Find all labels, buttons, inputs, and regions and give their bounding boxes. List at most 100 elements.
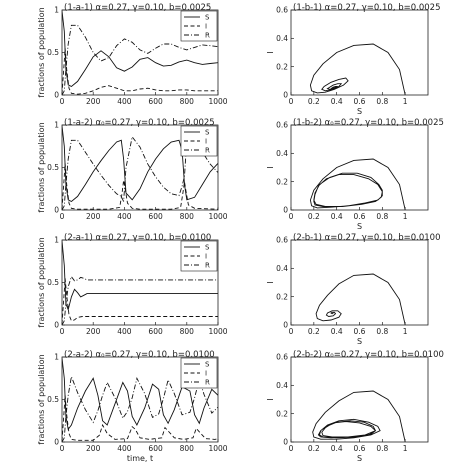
chart-title: (1-b-1) α=0.27, γ=0.10, b=0.0025 bbox=[293, 3, 440, 13]
chart-2-a-2: 0 200 400 600 800 1000 0 0.5 1 (2-a-2) α₀=0.27, γ… bbox=[37, 350, 228, 463]
x-axis-label: S bbox=[357, 454, 362, 463]
x-tick-label: 0 bbox=[60, 327, 65, 336]
legend: SIR bbox=[180, 357, 218, 389]
y-tick-label: 0 bbox=[283, 206, 288, 215]
legend-label-S: S bbox=[205, 361, 210, 369]
x-tick-label: 0.2 bbox=[308, 212, 320, 221]
x-tick-label: 0 bbox=[60, 97, 65, 106]
series-line-I-2-a-1 bbox=[62, 278, 218, 325]
x-tick-label: 200 bbox=[86, 97, 101, 106]
y-tick-label: 0 bbox=[54, 321, 59, 330]
y-axis-label: fractions of population bbox=[37, 122, 46, 212]
y-tick-label: 0.5 bbox=[47, 278, 59, 287]
x-tick-label: 600 bbox=[148, 212, 163, 221]
x-tick-label: 400 bbox=[117, 97, 132, 106]
legend-label-S: S bbox=[205, 14, 210, 22]
chart-1-a-2: 0 200 400 600 800 1000 0 0.5 1 (1-a-2) α₀=0.27, γ… bbox=[37, 118, 228, 221]
x-tick-label: 0.6 bbox=[354, 97, 366, 106]
y-tick-label: 0.5 bbox=[47, 395, 59, 404]
legend-label-R: R bbox=[205, 262, 210, 270]
x-tick-label: 1 bbox=[403, 97, 408, 106]
y-tick-label: 1 bbox=[54, 6, 59, 15]
y-axis-label: I bbox=[266, 51, 275, 53]
y-tick-label: 0.4 bbox=[276, 149, 288, 158]
chart-2-b-1: 0 0.2 0.4 0.6 0.8 1 0 0.2 0.4 0.6 (2-b-1) α=0.27, … bbox=[266, 233, 440, 346]
x-tick-label: 0.2 bbox=[308, 327, 320, 336]
y-tick-label: 0.2 bbox=[276, 62, 288, 71]
y-axis-label: I bbox=[266, 281, 275, 283]
chart-1-b-1: 0 0.2 0.4 0.6 0.8 1 0 0.2 0.4 0.6 (1-b-1) α=0.27, … bbox=[266, 3, 440, 116]
legend-label-R: R bbox=[205, 379, 210, 387]
legend: SIR bbox=[180, 240, 218, 272]
x-axis-label: S bbox=[357, 222, 362, 231]
x-tick-label: 0.8 bbox=[376, 212, 388, 221]
y-tick-label: 0.2 bbox=[276, 292, 288, 301]
y-tick-label: 0.4 bbox=[276, 381, 288, 390]
x-tick-label: 0.6 bbox=[354, 327, 366, 336]
x-tick-label: 0.8 bbox=[376, 97, 388, 106]
y-axis-label: I bbox=[266, 398, 275, 400]
y-tick-label: 0.4 bbox=[276, 264, 288, 273]
x-axis-label: time, t bbox=[127, 454, 153, 463]
x-tick-label: 0.2 bbox=[308, 97, 320, 106]
x-tick-label: 0 bbox=[289, 444, 294, 453]
y-tick-label: 0.5 bbox=[47, 48, 59, 57]
series-line-I-1-a-1 bbox=[62, 48, 218, 95]
y-tick-label: 0.2 bbox=[276, 409, 288, 418]
series-line-trajectory-1-b-1 bbox=[309, 43, 406, 95]
x-tick-label: 1000 bbox=[208, 327, 227, 336]
series-line-R-2-a-1 bbox=[62, 275, 218, 325]
x-tick-label: 0.4 bbox=[331, 444, 343, 453]
legend-label-S: S bbox=[205, 129, 210, 137]
x-tick-label: 0 bbox=[60, 444, 65, 453]
x-tick-label: 0.4 bbox=[331, 327, 343, 336]
x-tick-label: 800 bbox=[180, 444, 195, 453]
series-line-S-1-a-2 bbox=[62, 125, 218, 203]
chart-1-a-1: 0 200 400 600 800 1000 0 0.5 1 (1-a-1) α=0.27, γ=… bbox=[37, 3, 228, 106]
chart-title: (1-b-2) α₀=0.27, γ=0.10, b=0.0025 bbox=[293, 118, 444, 128]
y-tick-label: 0 bbox=[54, 206, 59, 215]
x-tick-label: 600 bbox=[148, 97, 163, 106]
x-tick-label: 800 bbox=[180, 327, 195, 336]
x-tick-label: 600 bbox=[148, 444, 163, 453]
y-tick-label: 0 bbox=[283, 91, 288, 100]
series-line-I-1-a-2 bbox=[62, 163, 218, 210]
y-axis-label: fractions of population bbox=[37, 7, 46, 97]
x-tick-label: 800 bbox=[180, 212, 195, 221]
x-tick-label: 400 bbox=[117, 444, 132, 453]
x-tick-label: 0.6 bbox=[354, 444, 366, 453]
x-tick-label: 400 bbox=[117, 327, 132, 336]
x-tick-label: 0 bbox=[60, 212, 65, 221]
y-tick-label: 0 bbox=[283, 438, 288, 447]
y-tick-label: 0.2 bbox=[276, 177, 288, 186]
x-tick-label: 1 bbox=[403, 444, 408, 453]
x-tick-label: 0 bbox=[289, 97, 294, 106]
x-tick-label: 1000 bbox=[208, 212, 227, 221]
x-tick-label: 200 bbox=[86, 327, 101, 336]
series-line-S-2-a-2 bbox=[62, 357, 218, 431]
y-axis-label: fractions of population bbox=[37, 354, 46, 444]
y-tick-label: 0 bbox=[54, 438, 59, 447]
y-tick-label: 1 bbox=[54, 121, 59, 130]
legend-label-S: S bbox=[205, 244, 210, 252]
chart-title: (2-b-1) α=0.27, γ=0.10, b=0.0100 bbox=[293, 233, 440, 243]
y-axis-label: fractions of population bbox=[37, 237, 46, 327]
legend-label-R: R bbox=[205, 147, 210, 155]
x-tick-label: 0.2 bbox=[308, 444, 320, 453]
series-line-I-2-a-2 bbox=[62, 395, 218, 442]
x-tick-label: 200 bbox=[86, 212, 101, 221]
y-tick-label: 0 bbox=[54, 91, 59, 100]
chart-2-b-2: 0 0.2 0.4 0.6 0.8 1 0 0.2 0.4 0.6 (2-b-2) α₀=0.27,… bbox=[266, 350, 444, 463]
legend: SIR bbox=[180, 125, 218, 157]
legend: SIR bbox=[180, 10, 218, 42]
chart-title: (1-a-1) α=0.27, γ=0.10, b=0.0025 bbox=[64, 3, 211, 13]
y-tick-label: 0 bbox=[283, 321, 288, 330]
series-line-R-1-a-2 bbox=[62, 135, 218, 210]
x-tick-label: 200 bbox=[86, 444, 101, 453]
x-tick-label: 1000 bbox=[208, 444, 227, 453]
y-axis-label: I bbox=[266, 166, 275, 168]
series-line-R-2-a-2 bbox=[62, 374, 218, 442]
x-tick-label: 600 bbox=[148, 327, 163, 336]
x-tick-label: 0.4 bbox=[331, 212, 343, 221]
